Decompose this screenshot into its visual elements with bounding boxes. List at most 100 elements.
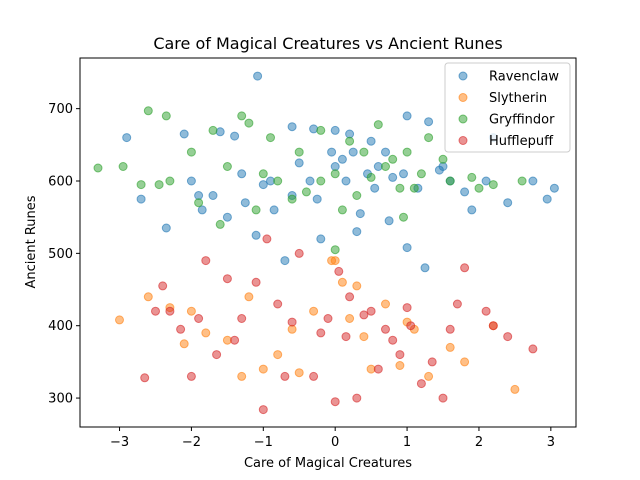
legend-item-slytherin: Slytherin — [458, 91, 547, 106]
plot-frame — [79, 57, 577, 428]
legend-label: Gryffindor — [489, 113, 555, 128]
data-point — [406, 321, 416, 331]
data-point — [399, 212, 408, 222]
data-point — [424, 117, 434, 127]
data-point — [212, 350, 222, 360]
data-point — [237, 371, 247, 381]
data-point — [352, 227, 362, 237]
data-point — [165, 176, 175, 186]
x-tick-label: −3 — [110, 435, 129, 450]
data-point — [388, 335, 398, 345]
data-point — [420, 263, 430, 273]
y-tick-label: 300 — [48, 392, 73, 407]
data-point — [151, 306, 160, 316]
data-point — [258, 169, 268, 179]
data-point — [503, 332, 513, 342]
data-point — [474, 183, 484, 193]
legend-label: Hufflepuff — [489, 134, 554, 149]
data-point — [503, 198, 513, 208]
data-point — [445, 342, 455, 352]
y-tick-label: 400 — [48, 319, 73, 334]
data-point — [312, 194, 322, 204]
data-point — [262, 234, 272, 244]
data-point — [258, 180, 268, 190]
data-point — [388, 154, 398, 164]
data-point — [402, 243, 412, 253]
data-point — [316, 176, 326, 186]
data-point — [395, 361, 405, 370]
data-point — [549, 183, 559, 193]
data-point — [488, 180, 498, 190]
data-point — [416, 379, 426, 389]
data-point — [352, 281, 362, 291]
data-point — [424, 133, 434, 143]
data-point — [253, 71, 263, 81]
legend-label: Ravenclaw — [489, 70, 559, 85]
data-point — [186, 306, 196, 316]
data-point — [201, 256, 211, 266]
data-point — [305, 176, 315, 186]
data-point — [327, 256, 337, 266]
data-point — [381, 147, 390, 157]
data-point — [352, 191, 362, 200]
data-point — [208, 125, 218, 135]
data-point — [330, 169, 340, 179]
data-point — [136, 180, 146, 190]
y-axis-label: Ancient Runes — [24, 195, 39, 288]
data-point — [294, 147, 304, 157]
data-point — [460, 263, 470, 273]
data-point — [341, 176, 351, 186]
data-point — [488, 321, 498, 331]
data-point — [237, 169, 247, 179]
data-point — [345, 314, 355, 323]
data-point — [294, 158, 304, 168]
data-point — [402, 303, 412, 313]
legend-marker — [458, 114, 468, 124]
x-tick-label: 2 — [475, 435, 483, 450]
data-point — [136, 194, 146, 204]
data-point — [266, 133, 275, 143]
legend-frame — [444, 62, 571, 153]
data-point — [179, 339, 189, 349]
data-point — [186, 147, 196, 157]
data-point — [258, 405, 268, 415]
data-point — [176, 324, 186, 334]
legend-marker — [458, 136, 468, 145]
data-point — [395, 183, 405, 193]
data-point — [280, 371, 290, 381]
data-point — [445, 324, 455, 334]
data-point — [542, 194, 552, 204]
data-point — [323, 314, 333, 323]
data-point — [154, 180, 164, 190]
data-point — [359, 332, 369, 342]
data-point — [370, 183, 380, 193]
legend-label: Slytherin — [489, 91, 547, 106]
data-point — [194, 314, 204, 323]
data-point — [460, 357, 470, 367]
y-tick-label: 500 — [48, 247, 73, 262]
data-point — [427, 357, 437, 367]
y-tick-label: 700 — [48, 102, 73, 117]
data-point — [330, 397, 340, 407]
data-point — [510, 384, 520, 394]
data-point — [208, 191, 218, 200]
data-point — [337, 277, 347, 287]
y-axis-ticks: 300 400 500 600 700 — [48, 102, 80, 407]
data-point — [517, 176, 527, 186]
data-point — [251, 277, 261, 287]
data-point — [258, 364, 268, 374]
data-point — [287, 194, 297, 204]
data-point — [301, 187, 311, 197]
data-point — [366, 306, 376, 316]
data-point — [118, 162, 128, 171]
series-hufflepuff — [140, 234, 538, 415]
x-tick-label: 3 — [547, 435, 555, 450]
data-point — [165, 306, 175, 316]
data-point — [280, 256, 290, 266]
data-point — [352, 393, 362, 403]
data-point — [330, 245, 340, 255]
data-point — [230, 131, 240, 141]
data-point — [381, 299, 390, 309]
data-point — [416, 169, 426, 179]
